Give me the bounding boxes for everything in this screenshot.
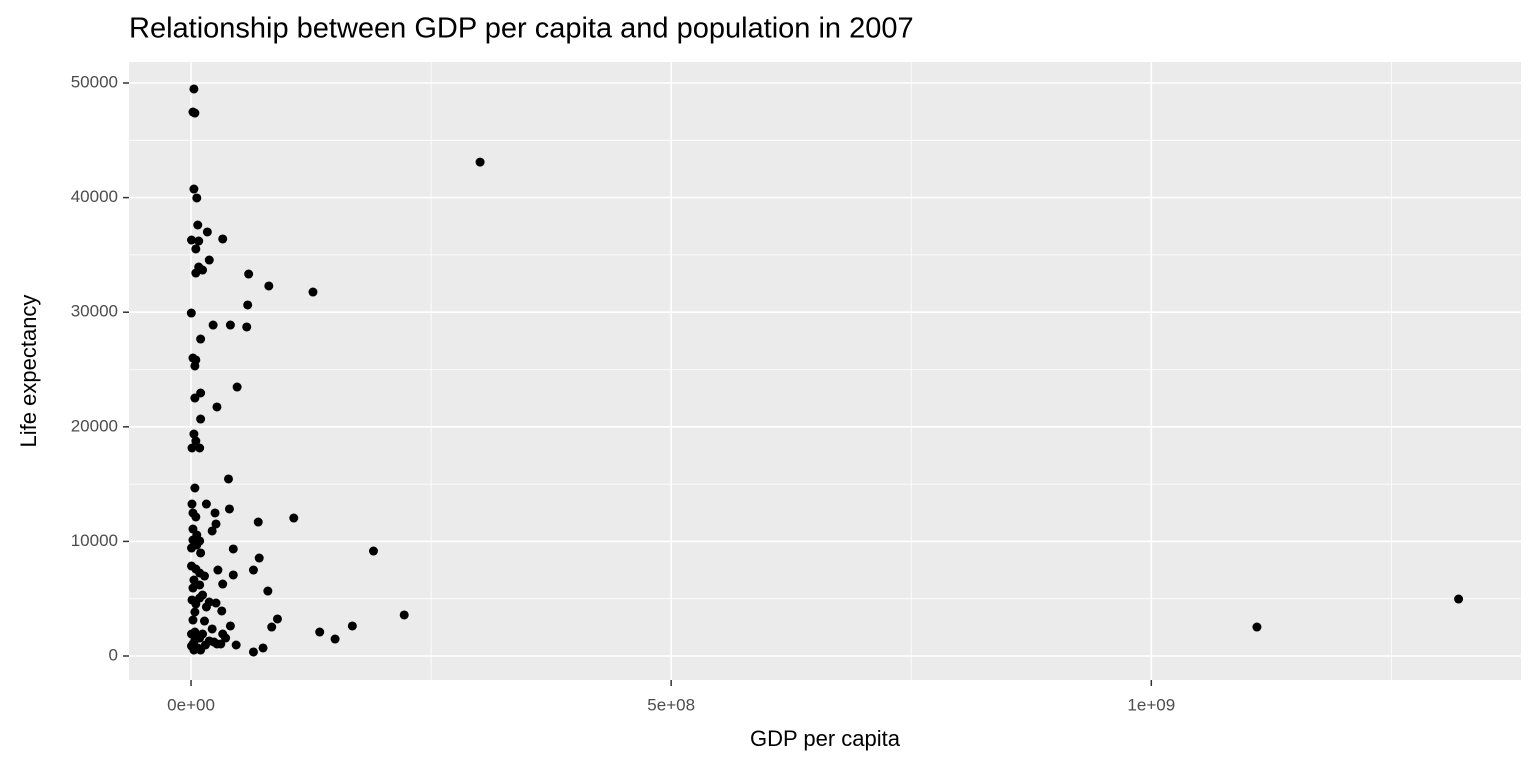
point <box>253 517 263 527</box>
point <box>191 244 201 254</box>
y-tick-label: 30000 <box>71 302 118 321</box>
point <box>196 645 206 655</box>
point <box>191 599 201 609</box>
point <box>191 268 201 278</box>
x-axis-label: GDP per capita <box>750 726 901 751</box>
point <box>212 402 222 412</box>
point <box>248 565 258 575</box>
point <box>198 265 208 275</box>
point <box>330 634 340 644</box>
point <box>228 544 238 554</box>
point <box>189 84 199 94</box>
point <box>207 526 217 536</box>
point <box>223 474 233 484</box>
point <box>264 281 274 291</box>
point <box>254 553 264 563</box>
x-tick-label: 5e+08 <box>647 695 695 714</box>
y-tick-label: 50000 <box>71 72 118 91</box>
point <box>194 236 204 246</box>
point <box>189 645 199 655</box>
point <box>196 548 206 558</box>
point <box>225 320 235 330</box>
point <box>228 570 238 580</box>
point <box>199 616 209 626</box>
point <box>189 184 199 194</box>
plot-panel <box>129 62 1521 680</box>
point <box>243 300 253 310</box>
point <box>213 565 223 575</box>
y-tick-label: 40000 <box>71 187 118 206</box>
point <box>263 586 273 596</box>
x-tick-label: 0e+00 <box>167 695 215 714</box>
y-tick-label: 20000 <box>71 416 118 435</box>
point <box>186 308 196 318</box>
y-tick-label: 10000 <box>71 531 118 550</box>
point <box>195 443 205 453</box>
point <box>248 647 258 657</box>
point <box>218 234 228 244</box>
point <box>193 220 203 230</box>
y-tick-label: 0 <box>109 645 118 664</box>
y-axis-label: Life expectancy <box>16 295 41 448</box>
point <box>315 627 325 637</box>
point <box>192 193 202 203</box>
point <box>190 607 200 617</box>
point <box>217 606 227 616</box>
point <box>1454 594 1464 604</box>
point <box>347 621 357 631</box>
point <box>244 269 254 279</box>
point <box>224 504 234 514</box>
x-tick-label: 1e+09 <box>1127 695 1175 714</box>
point <box>187 499 197 509</box>
point <box>1252 622 1262 632</box>
point <box>204 255 214 265</box>
point <box>187 443 197 453</box>
point <box>211 598 221 608</box>
point <box>475 157 485 167</box>
point <box>258 643 268 653</box>
point <box>187 543 197 553</box>
point <box>399 610 409 620</box>
point <box>289 513 299 523</box>
point <box>201 602 211 612</box>
point <box>208 320 218 330</box>
point <box>225 621 235 631</box>
point <box>201 499 211 509</box>
point <box>231 640 241 650</box>
point <box>212 639 222 649</box>
point <box>189 429 199 439</box>
point <box>368 546 378 556</box>
point <box>190 361 200 371</box>
point <box>267 622 277 632</box>
point <box>232 382 242 392</box>
point <box>187 235 197 245</box>
point <box>207 624 217 634</box>
point <box>188 583 198 593</box>
point <box>191 512 201 522</box>
point <box>191 436 201 446</box>
point <box>188 615 198 625</box>
point <box>199 571 209 581</box>
point <box>221 633 231 643</box>
point <box>190 393 200 403</box>
point <box>190 108 200 118</box>
point <box>190 483 200 493</box>
point <box>218 579 228 589</box>
point <box>196 334 206 344</box>
point <box>196 414 206 424</box>
point <box>202 227 212 237</box>
point <box>211 519 221 529</box>
point <box>210 508 220 518</box>
point <box>308 287 318 297</box>
point <box>195 580 205 590</box>
chart-title: Relationship between GDP per capita and … <box>129 13 914 45</box>
point <box>242 322 252 332</box>
point <box>272 614 282 624</box>
